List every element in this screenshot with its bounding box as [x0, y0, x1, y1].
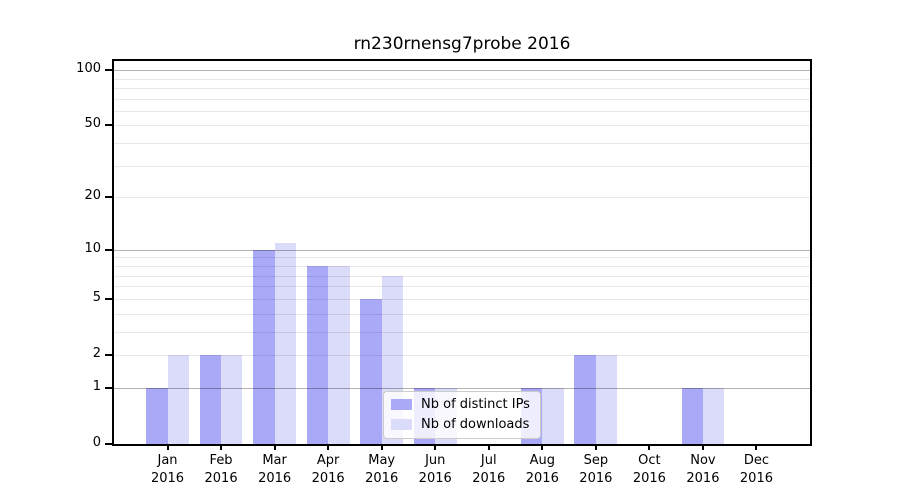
x-axis-tick-label: Jun 2016	[418, 453, 452, 487]
legend-item-downloads: Nb of downloads	[391, 417, 530, 432]
minor-gridline	[114, 111, 810, 112]
bar-series1-sep	[595, 354, 618, 444]
major-gridline	[114, 388, 810, 389]
plot-area: Nb of distinct IPs Nb of downloads	[112, 59, 812, 446]
x-axis-tick	[273, 446, 276, 450]
minor-gridline	[114, 266, 810, 267]
x-axis-tick-label: Sep 2016	[579, 453, 613, 487]
minor-gridline	[114, 88, 810, 89]
legend-label-distinct-ips: Nb of distinct IPs	[421, 397, 530, 412]
y-axis-tick	[105, 69, 112, 72]
bar-series0-sep	[574, 354, 596, 444]
minor-gridline	[114, 276, 810, 277]
x-axis-tick	[220, 446, 223, 450]
minor-gridline	[114, 257, 810, 258]
y-axis-tick-label: 100	[76, 61, 101, 77]
minor-gridline	[114, 197, 810, 198]
minor-gridline	[114, 166, 810, 167]
bar-series1-mar	[274, 242, 297, 444]
x-axis-tick	[327, 446, 330, 450]
y-axis-tick-label: 10	[84, 240, 101, 256]
x-axis-tick	[648, 446, 651, 450]
bar-series1-feb	[221, 354, 243, 444]
minor-gridline	[114, 355, 810, 356]
legend-swatch-downloads	[391, 419, 412, 430]
x-axis-tick	[541, 446, 544, 450]
y-axis-tick-label: 0	[92, 435, 101, 450]
minor-gridline	[114, 332, 810, 333]
x-axis-tick-label: May 2016	[365, 453, 399, 487]
x-axis-tick-label: Oct 2016	[632, 453, 666, 487]
minor-gridline	[114, 79, 810, 80]
major-gridline	[114, 250, 810, 251]
y-axis-tick-label: 1	[92, 378, 101, 394]
minor-gridline	[114, 125, 810, 126]
legend-item-distinct-ips: Nb of distinct IPs	[391, 397, 530, 412]
bar-series1-aug	[542, 387, 564, 444]
x-axis-tick	[755, 446, 758, 450]
legend-label-downloads: Nb of downloads	[421, 417, 530, 432]
x-axis-tick-label: Apr 2016	[311, 453, 345, 487]
bar-series1-apr	[328, 265, 350, 444]
bar-series1-jan	[167, 354, 189, 444]
y-axis-tick-label: 5	[92, 289, 101, 305]
minor-gridline	[114, 99, 810, 100]
x-axis-tick-label: Jul 2016	[472, 453, 506, 487]
legend-swatch-distinct-ips	[391, 399, 412, 410]
minor-gridline	[114, 314, 810, 315]
x-axis-tick-label: Dec 2016	[739, 453, 773, 487]
y-axis-tick-label: 20	[84, 188, 101, 204]
chart-title: rn230rnensg7probe 2016	[353, 34, 571, 54]
bar-series0-apr	[306, 265, 329, 444]
x-axis-tick	[380, 446, 383, 450]
minor-gridline	[114, 143, 810, 144]
x-axis-tick-label: Aug 2016	[525, 453, 559, 487]
x-axis-tick-label: Feb 2016	[204, 453, 238, 487]
y-axis-tick	[105, 124, 112, 127]
minor-gridline	[114, 286, 810, 287]
x-axis-tick-label: Nov 2016	[686, 453, 720, 487]
x-axis-tick	[701, 446, 704, 450]
minor-gridline	[114, 299, 810, 300]
y-axis-tick	[105, 443, 112, 445]
x-axis-tick-label: Mar 2016	[258, 453, 292, 487]
x-axis-tick	[487, 446, 490, 450]
legend: Nb of distinct IPs Nb of downloads	[383, 391, 541, 439]
y-axis-tick	[105, 297, 112, 300]
y-axis-tick	[105, 196, 112, 199]
y-axis-tick-label: 50	[84, 116, 101, 132]
bar-series0-may	[360, 298, 382, 444]
y-axis-tick	[105, 248, 112, 251]
bar-series0-mar	[253, 249, 275, 444]
bar-series0-nov	[681, 387, 703, 444]
y-axis-tick	[105, 386, 112, 389]
y-axis-tick-label: 2	[92, 345, 101, 361]
major-gridline	[114, 70, 810, 71]
x-axis-tick	[594, 446, 597, 450]
bar-series1-nov	[702, 387, 725, 444]
x-axis-tick	[434, 446, 437, 450]
x-axis-tick	[166, 446, 169, 450]
x-axis-tick-label: Jan 2016	[150, 453, 185, 487]
bar-series0-feb	[199, 354, 222, 444]
bar-series0-jan	[146, 387, 168, 444]
y-axis-tick	[105, 353, 112, 356]
